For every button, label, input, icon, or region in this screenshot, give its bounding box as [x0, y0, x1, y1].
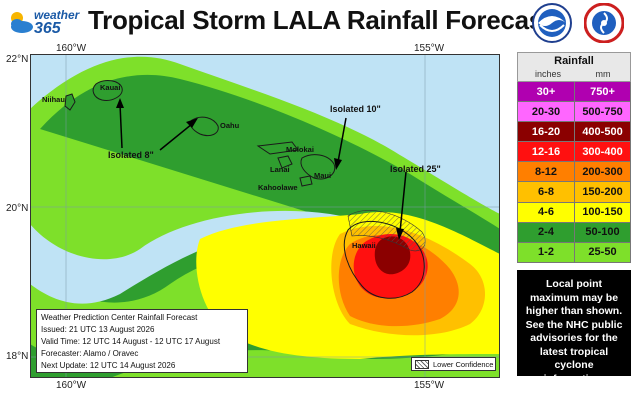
lat-label-18n: 18°N [6, 351, 29, 362]
rainfall-map: Niihau Kauai Oahu Molokai Lanai Maui Kah… [30, 54, 500, 378]
callout-isolated-10: Isolated 10" [330, 104, 381, 114]
logo-text-top: weather [34, 8, 80, 22]
label-maui: Maui [314, 171, 331, 180]
label-kauai: Kauai [100, 83, 120, 92]
legend-title: Rainfall [554, 55, 594, 67]
note-line: latest tropical cyclone [539, 345, 609, 372]
label-niihau: Niihau [42, 95, 65, 104]
island-hawaii [343, 220, 425, 299]
header: weather 365 Tropical Storm LALA Rainfall… [0, 0, 640, 46]
legend-row: 8-12 200-300 [517, 162, 631, 183]
page-title: Tropical Storm LALA Rainfall Forecast [88, 5, 552, 35]
island-kahoolawe [299, 175, 313, 187]
legend-cell-inches: 30+ [518, 82, 574, 102]
legend-rows: 30+ 750+ 20-30 500-750 16-20 400-500 12-16 300-… [517, 82, 631, 263]
lon-label-155w-top: 155°W [414, 43, 445, 54]
label-hawaii: Hawaii [352, 241, 376, 250]
sun-cloud-icon [11, 12, 33, 33]
lat-label-22n: 22°N [6, 54, 29, 65]
legend-cell-mm: 200-300 [574, 162, 630, 182]
label-kahoolawe: Kahoolawe [258, 183, 298, 192]
legend-cell-mm: 750+ [574, 82, 630, 102]
logo-text-bottom: 365 [34, 20, 61, 37]
legend-cell-inches: 4-6 [518, 202, 574, 222]
label-oahu: Oahu [220, 121, 240, 130]
hatch-swatch-icon [415, 359, 429, 369]
rainfall-legend: Rainfall inches mm 30+ 750+ 20-30 500-750 16… [517, 52, 631, 263]
legend-cell-inches: 20-30 [518, 102, 574, 122]
lon-label-155w-bottom: 155°W [414, 380, 445, 391]
lower-confidence-key: Lower Confidence [411, 357, 496, 371]
legend-row: 12-16 300-400 [517, 142, 631, 163]
legend-cell-mm: 500-750 [574, 102, 630, 122]
legend-cell-inches: 6-8 [518, 182, 574, 202]
label-molokai: Molokai [286, 145, 314, 154]
island-niihau [64, 93, 76, 111]
note-line: higher than shown. [525, 305, 623, 317]
note-line: information. [543, 372, 605, 385]
callout-arrows [116, 98, 407, 240]
lat-label-20n: 20°N [6, 203, 29, 214]
info-issued: Issued: 21 UTC 13 August 2026 [41, 325, 155, 334]
legend-cell-mm: 50-100 [574, 222, 630, 242]
info-next-update: Next Update: 12 UTC 14 August 2026 [41, 361, 176, 370]
island-molokai [256, 141, 299, 155]
legend-cell-inches: 12-16 [518, 142, 574, 162]
lon-label-160w-top: 160°W [56, 43, 87, 54]
legend-row: 16-20 400-500 [517, 122, 631, 143]
forecast-info-box: Weather Prediction Center Rainfall Forec… [36, 309, 248, 373]
note-line: maximum may be [529, 291, 619, 304]
note-line: Local point [546, 278, 602, 290]
info-forecaster: Forecaster: Alamo / Oravec [41, 349, 139, 358]
ocean-gap [30, 210, 390, 304]
legend-cell-inches: 1-2 [518, 242, 574, 262]
label-lanai: Lanai [270, 165, 290, 174]
island-lanai [277, 155, 293, 169]
island-maui [300, 154, 336, 180]
lower-confidence-area [347, 210, 426, 252]
legend-header: Rainfall inches mm [517, 52, 631, 82]
legend-cell-mm: 100-150 [574, 202, 630, 222]
note-line: advisories for the [530, 332, 618, 344]
legend-row: 4-6 100-150 [517, 202, 631, 223]
weather365-logo: weather 365 [6, 6, 86, 40]
legend-unit-inches: inches [534, 69, 561, 79]
noaa-logo-icon [532, 3, 572, 43]
island-kauai [92, 80, 123, 101]
legend-row: 1-2 25-50 [517, 242, 631, 263]
legend-cell-mm: 25-50 [574, 242, 630, 262]
legend-row: 20-30 500-750 [517, 102, 631, 123]
legend-cell-inches: 2-4 [518, 222, 574, 242]
note-line: See the NHC public [525, 318, 623, 331]
callout-isolated-25: Isolated 25" [390, 164, 441, 174]
legend-row: 30+ 750+ [517, 82, 631, 103]
callout-isolated-8: Isolated 8" [108, 150, 154, 160]
map-frame [30, 54, 500, 378]
nws-logo-icon [584, 3, 624, 43]
legend-cell-mm: 150-200 [574, 182, 630, 202]
info-title: Weather Prediction Center Rainfall Forec… [41, 313, 198, 322]
legend-cell-mm: 400-500 [574, 122, 630, 142]
legend-row: 2-4 50-100 [517, 222, 631, 243]
legend-unit-mm: mm [595, 69, 611, 79]
legend-cell-inches: 16-20 [518, 122, 574, 142]
lower-confidence-label: Lower Confidence [433, 359, 494, 369]
legend-cell-inches: 8-12 [518, 162, 574, 182]
info-valid-time: Valid Time: 12 UTC 14 August - 12 UTC 17… [41, 337, 221, 346]
local-maximum-note: Local point maximum may be higher than s… [517, 270, 631, 385]
legend-row: 6-8 150-200 [517, 182, 631, 203]
legend-cell-mm: 300-400 [574, 142, 630, 162]
lon-label-160w-bottom: 160°W [56, 380, 87, 391]
